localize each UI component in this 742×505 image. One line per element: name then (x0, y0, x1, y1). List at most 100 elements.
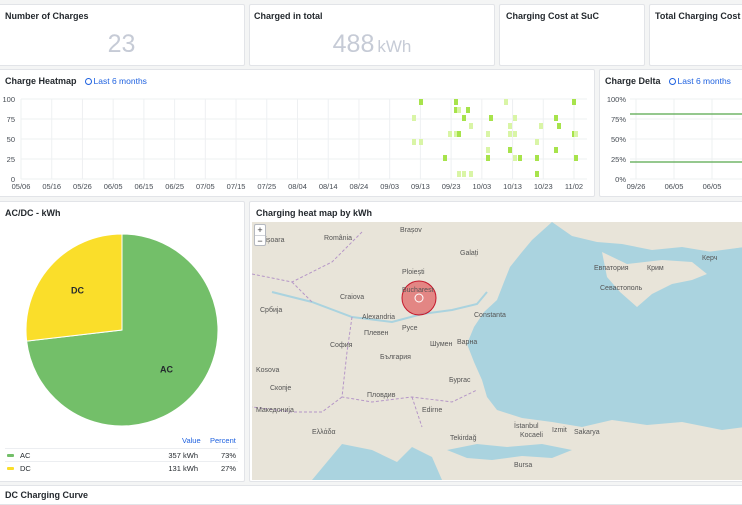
map-label: Alexandria (362, 314, 395, 321)
heat-cell[interactable] (508, 123, 512, 129)
legend-row-ac[interactable]: AC 357 kWh 73% (5, 448, 238, 461)
heat-cell[interactable] (486, 147, 490, 153)
heat-cell[interactable] (457, 131, 461, 137)
number-of-charges-panel: Number of Charges 23 (0, 4, 245, 66)
heat-cell[interactable] (443, 155, 447, 161)
map-label: Constanta (474, 312, 506, 319)
clock-icon (84, 78, 92, 85)
time-range-picker[interactable]: Last 6 months (84, 76, 147, 86)
heat-cell[interactable] (457, 107, 461, 113)
heat-cell[interactable] (462, 171, 466, 177)
heat-cell[interactable] (454, 99, 458, 105)
heat-cell[interactable] (486, 155, 490, 161)
zoom-in-button[interactable]: + (257, 225, 263, 235)
map-label: Плевен (364, 330, 389, 337)
delta-chart: 100% 75% 50% 25% 0%09/26 06/05 06/05 (607, 95, 742, 191)
map-label: Tekirdağ (450, 435, 477, 442)
time-range-picker[interactable]: Last 6 months (668, 76, 731, 86)
x-tick: 06/05 (703, 182, 722, 191)
heat-cell[interactable] (535, 155, 539, 161)
map-label: Sakarya (574, 429, 600, 436)
legend-value-header[interactable]: Value (182, 436, 201, 445)
map-label: Србија (260, 306, 282, 314)
legend-label: DC (20, 464, 31, 473)
heat-cell[interactable] (448, 131, 452, 137)
heat-cell[interactable] (513, 131, 517, 137)
legend-percent: 73% (220, 451, 236, 460)
heat-cell[interactable] (518, 155, 522, 161)
x-tick: 06/15 (134, 182, 153, 191)
heat-cell[interactable] (419, 99, 423, 105)
panel-title: Charging heat map by kWh (256, 208, 373, 218)
y-tick: 50 (7, 135, 15, 144)
heat-cell[interactable] (504, 99, 508, 105)
heat-cell[interactable] (535, 139, 539, 145)
x-tick: 07/05 (196, 182, 215, 191)
heat-cell[interactable] (557, 123, 561, 129)
heatmap-chart: 100 75 50 25 005/06 05/16 05/26 06/05 06/15 06/25… (2, 95, 587, 191)
north-shore (552, 222, 742, 252)
charged-value-wrap: 488 kWh (250, 30, 494, 59)
acdc-panel: AC/DC - kWh AC DC Value Percent AC 357 kW… (0, 201, 245, 482)
legend-percent-header[interactable]: Percent (210, 436, 236, 445)
map-label: Edirne (422, 407, 442, 414)
heat-cell[interactable] (535, 171, 539, 177)
map-label: Bucharest (402, 287, 434, 294)
x-tick: 09/26 (627, 182, 646, 191)
heat-cell[interactable] (574, 155, 578, 161)
map-label: Galați (460, 250, 479, 257)
y-tick: 100 (2, 95, 15, 104)
map-label: Севастополь (600, 285, 643, 292)
heat-cell[interactable] (419, 139, 423, 145)
map-label: Крим (647, 265, 664, 272)
heat-cell[interactable] (574, 131, 578, 137)
legend-label: AC (20, 451, 31, 460)
panel-title: Charged in total (254, 11, 323, 21)
heat-cell[interactable] (513, 115, 517, 121)
pie-label-ac: AC (160, 365, 173, 375)
heat-cell[interactable] (539, 123, 543, 129)
y-tick: 75 (7, 115, 15, 124)
time-range-label: Last 6 months (677, 76, 731, 86)
heat-cell[interactable] (469, 123, 473, 129)
legend-percent: 27% (220, 464, 236, 473)
charge-delta-panel: Charge Delta Last 6 months 100% 75% 50% 25% 0… (599, 69, 742, 197)
map-label: İstanbul (514, 421, 539, 430)
heat-cell[interactable] (469, 171, 473, 177)
x-tick: 08/24 (350, 182, 369, 191)
panel-header: Charge Delta Last 6 months (605, 76, 731, 86)
x-tick: 09/03 (380, 182, 399, 191)
heat-cell[interactable] (508, 131, 512, 137)
heat-cell[interactable] (454, 131, 458, 137)
heat-circle-bucharest[interactable] (401, 280, 437, 316)
legend-row-dc[interactable]: DC 131 kWh 27% (5, 461, 238, 474)
heat-center-bucharest (414, 293, 424, 303)
time-range-label: Last 6 months (93, 76, 147, 86)
map-view[interactable]: România Timișoara Brașov Galați Ploiești… (252, 222, 742, 480)
heat-cell[interactable] (466, 107, 470, 113)
heat-cell[interactable] (412, 115, 416, 121)
heat-cell[interactable] (457, 171, 461, 177)
pie-label-dc: DC (71, 285, 84, 295)
x-tick: 05/16 (42, 182, 61, 191)
heat-cell[interactable] (462, 115, 466, 121)
zoom-out-button[interactable]: − (255, 235, 265, 246)
heat-cell[interactable] (554, 115, 558, 121)
pie-slice-dc[interactable] (25, 233, 123, 342)
heat-cell[interactable] (508, 147, 512, 153)
clock-icon (668, 78, 676, 85)
map-label: Евпатория (594, 265, 629, 272)
heat-cell[interactable] (489, 115, 493, 121)
heat-cell[interactable] (513, 155, 517, 161)
map-label: Скопје (270, 385, 291, 392)
panel-title: Charging Cost at SuC (506, 11, 600, 21)
x-tick: 06/05 (665, 182, 684, 191)
y-tick: 0 (11, 175, 15, 184)
heat-cell[interactable] (412, 139, 416, 145)
x-tick: 06/05 (104, 182, 123, 191)
heat-cell[interactable] (572, 99, 576, 105)
panel-header: Charge Heatmap Last 6 months (5, 76, 147, 86)
heat-cell[interactable] (486, 131, 490, 137)
heat-cell[interactable] (454, 107, 458, 113)
heat-cell[interactable] (554, 147, 558, 153)
